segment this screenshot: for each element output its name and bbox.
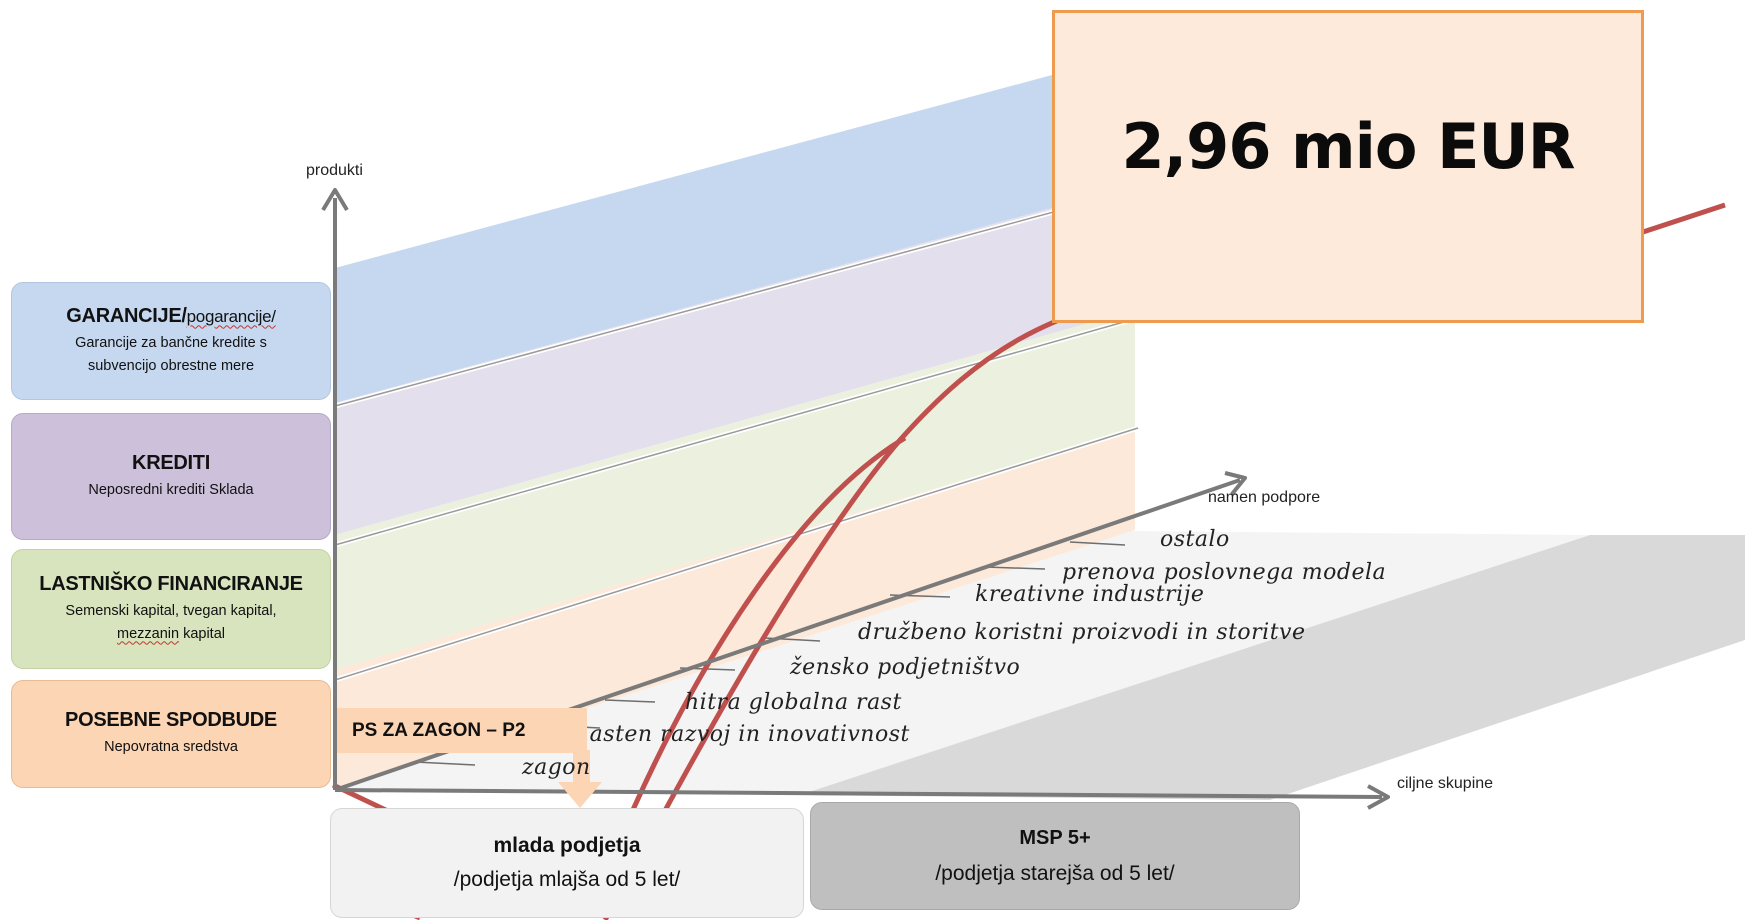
band-separator (334, 317, 1139, 546)
category-posebne-spodbude: POSEBNE SPODBUDE Nepovratna sredstva (11, 680, 331, 788)
category-garancije: GARANCIJE/pogarancije/ Garancije za banč… (11, 282, 331, 400)
amount-value: 2,96 mio EUR (1121, 110, 1575, 183)
amount-callout: 2,96 mio EUR (1052, 10, 1644, 323)
target-group-msp: MSP 5+ /podjetja starejša od 5 let/ (810, 802, 1300, 910)
target-group-title: MSP 5+ (1019, 826, 1091, 849)
band-separator (334, 189, 1136, 407)
target-group-title: mlada podjetja (493, 834, 641, 857)
target-group-subtitle: /podjetja mlajša od 5 let/ (453, 868, 681, 891)
band-garancije (335, 75, 1052, 403)
purpose-label: hitra globalna rast (685, 690, 902, 715)
band-krediti (335, 190, 1135, 535)
category-title: POSEBNE SPODBUDE (65, 709, 277, 731)
floor-plane-dark (800, 535, 1745, 800)
category-title: LASTNIŠKO FINANCIRANJE (39, 572, 303, 595)
highlight-program-label: PS ZA ZAGON – P2 (337, 708, 587, 753)
target-group-mlada: mlada podjetja /podjetja mlajša od 5 let… (330, 808, 804, 918)
purpose-label: družbeno koristni proizvodi in storitve (858, 620, 1306, 645)
category-subtitle-term: mezzanin (116, 625, 180, 642)
x-axis-label: ciljne skupine (1397, 775, 1494, 792)
category-subtitle-rest: kapital (179, 625, 225, 642)
purpose-label: kreativne industrije (975, 582, 1205, 607)
category-lastnisko: LASTNIŠKO FINANCIRANJE Semenski kapital,… (11, 549, 331, 669)
band-posebne (335, 428, 1135, 790)
category-title: KREDITI (132, 451, 210, 474)
y-axis-label: produkti (306, 162, 363, 179)
category-title-text: GARANCIJE/ (66, 304, 187, 327)
band-lastnisko (335, 310, 1135, 670)
z-axis-label: namen podpore (1208, 489, 1321, 506)
category-title: GARANCIJE/pogarancije/ (66, 304, 276, 328)
category-subtitle-line: mezzanin kapital (65, 623, 276, 646)
purpose-label: žensko podjetništvo (790, 655, 1021, 680)
x-axis-arrow (1367, 784, 1390, 810)
z-axis-arrow (1224, 471, 1247, 496)
category-subtitle: Nepovratna sredstva (104, 739, 238, 755)
category-subtitle: Neposredni krediti Sklada (88, 481, 254, 498)
purpose-label: ostalo (1160, 527, 1230, 552)
purpose-label: zagon (522, 755, 591, 780)
highlight-arrow (558, 750, 602, 808)
category-subtitle-line: Semenski kapital, tvegan kapital, (65, 602, 277, 619)
floor-plane-light (335, 530, 1590, 795)
purpose-label: prenova poslovnega modela (1062, 560, 1387, 585)
y-axis-arrow (321, 188, 349, 212)
growth-curve (629, 435, 907, 814)
target-group-subtitle: /podjetja starejša od 5 let/ (935, 861, 1175, 885)
category-krediti: KREDITI Neposredni krediti Sklada (11, 413, 331, 540)
band-separator (334, 427, 1139, 681)
category-subtitle: Semenski kapital, tvegan kapital, mezzan… (65, 600, 276, 646)
category-subtitle: Garancije za bančne kredite s subvencijo… (75, 334, 267, 374)
x-axis (334, 788, 1383, 799)
category-title-suffix: pogarancije/ (186, 306, 276, 326)
purpose-label: hasten razvoj in inovativnost (575, 722, 910, 747)
